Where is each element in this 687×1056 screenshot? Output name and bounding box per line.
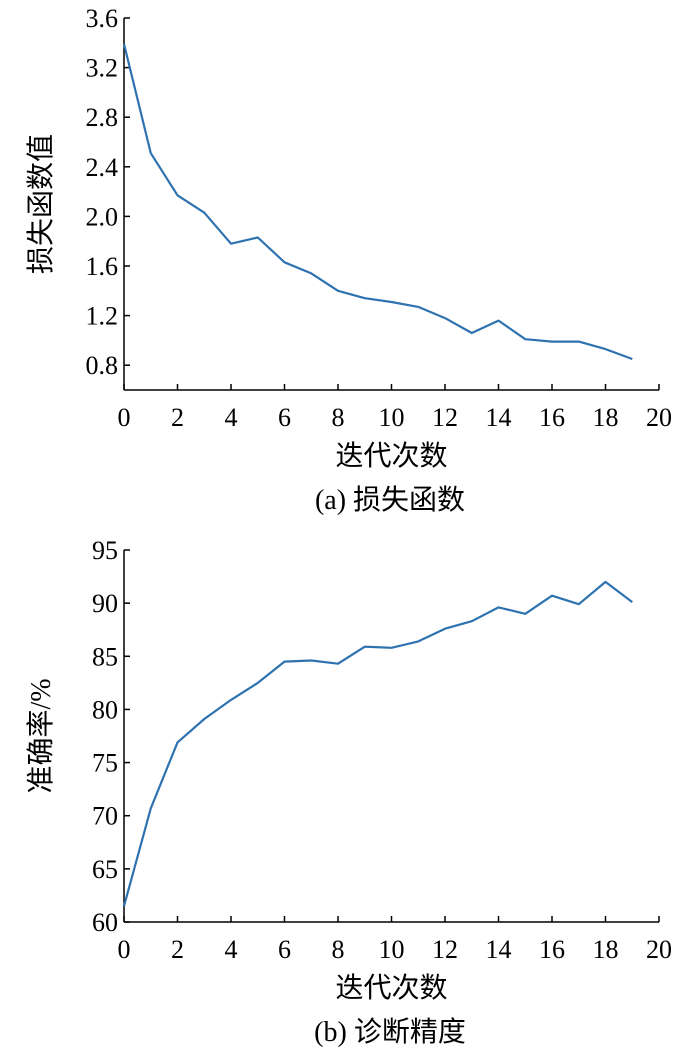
chart-accuracy: 60 65 70 75 80 85 90 95 0 2 4 6 8 10 12 14 16 18 20 迭代次数 准确率… <box>25 536 672 1048</box>
x-tick-label: 16 <box>539 403 565 432</box>
x-tick-label: 18 <box>593 935 619 964</box>
series-line <box>122 580 633 907</box>
y-tick-label: 3.6 <box>86 4 119 33</box>
x-axis-label: 迭代次数 <box>335 972 447 1004</box>
x-tick-label: 8 <box>332 935 345 964</box>
y-tick-label: 70 <box>92 802 118 831</box>
y-tick-label: 95 <box>92 536 118 565</box>
y-tick-label: 1.2 <box>86 302 119 331</box>
x-tick-label: 12 <box>432 935 458 964</box>
x-tick-label: 14 <box>486 935 512 964</box>
x-tick-label: 4 <box>225 403 238 432</box>
x-tick-label: 8 <box>332 403 345 432</box>
y-axis-label: 准确率/% <box>25 678 57 793</box>
y-tick-label: 3.2 <box>86 54 119 83</box>
x-tick-label: 6 <box>278 935 291 964</box>
y-tick-label: 2.4 <box>86 153 119 182</box>
x-tick-label: 2 <box>171 403 184 432</box>
x-tick-label: 2 <box>171 935 184 964</box>
y-tick-label: 60 <box>92 908 118 937</box>
series-line <box>122 43 633 361</box>
y-tick-label: 2.8 <box>86 103 119 132</box>
x-tick-label: 0 <box>118 935 131 964</box>
y-tick-label: 1.6 <box>86 252 119 281</box>
x-tick-label: 20 <box>646 935 672 964</box>
y-tick-label: 80 <box>92 695 118 724</box>
y-tick-label: 85 <box>92 642 118 671</box>
y-tick-label: 2.0 <box>86 202 119 231</box>
x-tick-label: 10 <box>379 403 405 432</box>
x-tick-label: 10 <box>379 935 405 964</box>
x-tick-label: 6 <box>278 403 291 432</box>
chart-caption: (b) 诊断精度 <box>314 1016 466 1048</box>
y-tick-label: 75 <box>92 749 118 778</box>
x-tick-label: 16 <box>539 935 565 964</box>
x-tick-label: 20 <box>646 403 672 432</box>
x-tick-label: 4 <box>225 935 238 964</box>
y-axis-label: 损失函数值 <box>25 134 57 274</box>
y-tick-label: 0.8 <box>86 351 119 380</box>
chart-caption: (a) 损失函数 <box>315 484 465 516</box>
y-tick-label: 90 <box>92 589 118 618</box>
x-tick-label: 18 <box>593 403 619 432</box>
x-tick-label: 14 <box>486 403 512 432</box>
chart-loss: 0.8 1.2 1.6 2.0 2.4 2.8 3.2 3.6 0 2 4 6 8 10 12 14 16 18 2… <box>25 4 672 516</box>
y-tick-label: 65 <box>92 855 118 884</box>
x-tick-label: 12 <box>432 403 458 432</box>
x-axis-label: 迭代次数 <box>335 440 447 472</box>
x-tick-label: 0 <box>118 403 131 432</box>
